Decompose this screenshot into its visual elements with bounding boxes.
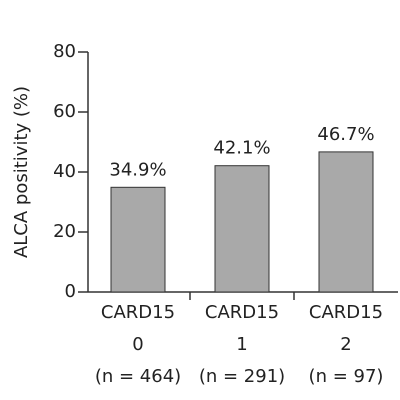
y-tick-label: 80 [53, 41, 76, 62]
y-tick-label: 0 [65, 281, 76, 302]
x-tick-label: CARD15 [101, 302, 175, 323]
x-tick-label: (n = 97) [309, 366, 384, 387]
y-tick-label: 60 [53, 101, 76, 122]
y-axis-label: ALCA positivity (%) [11, 86, 32, 258]
value-label: 34.9% [109, 159, 166, 180]
x-tick-label: 2 [340, 334, 351, 355]
value-label: 46.7% [317, 124, 374, 145]
bar [110, 186, 166, 293]
x-tick-label: 0 [132, 334, 143, 355]
y-tick-label: 40 [53, 161, 76, 182]
x-tick-label: 1 [236, 334, 247, 355]
bar [214, 165, 270, 293]
x-tick-label: CARD15 [309, 302, 383, 323]
x-tick-label: (n = 291) [199, 366, 285, 387]
value-label: 42.1% [213, 138, 270, 159]
y-tick-label: 20 [53, 221, 76, 242]
x-tick-label: CARD15 [205, 302, 279, 323]
x-tick-label: (n = 464) [95, 366, 181, 387]
bar [318, 151, 374, 293]
